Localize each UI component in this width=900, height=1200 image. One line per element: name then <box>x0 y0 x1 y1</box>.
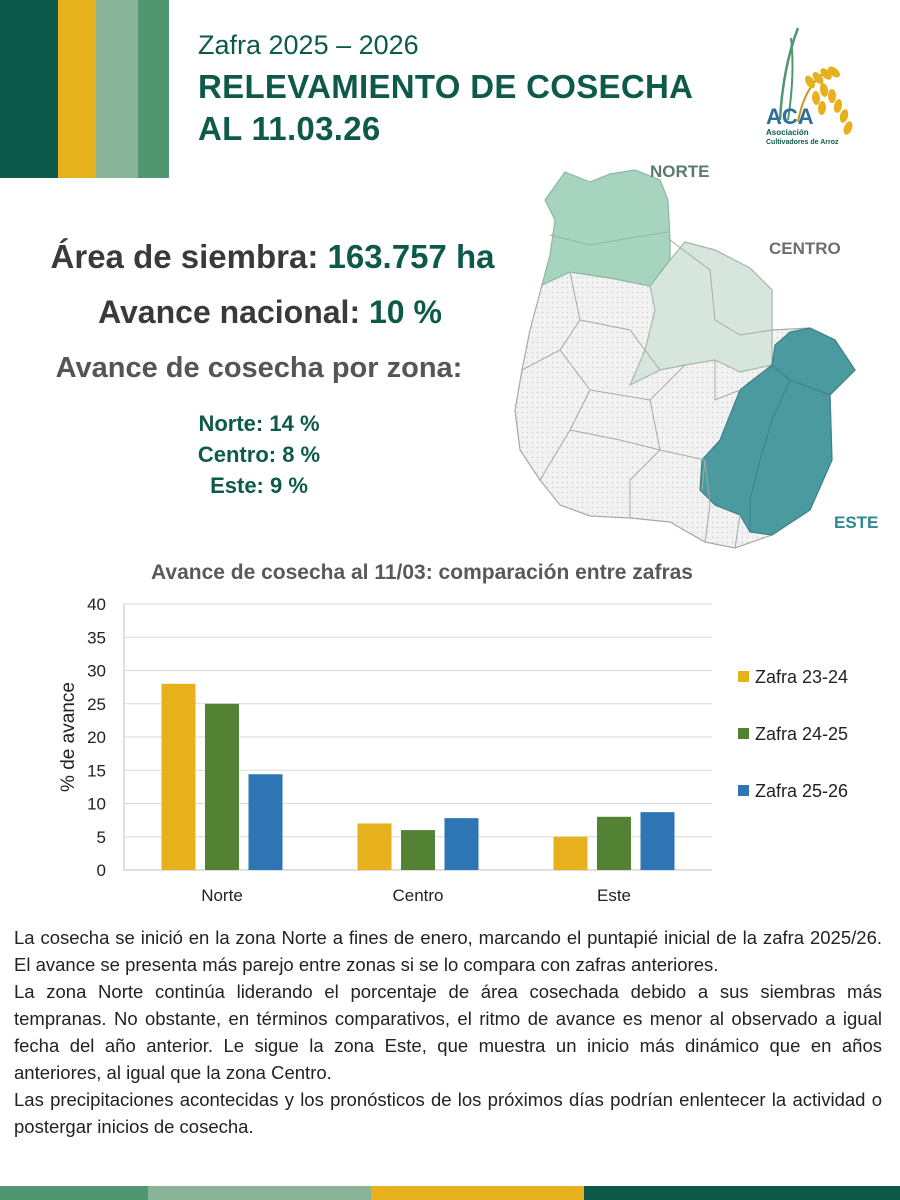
logo-name: ACA <box>766 104 814 129</box>
chart-y-tick-label: 25 <box>87 695 106 714</box>
map-label-este: ESTE <box>834 513 879 532</box>
chart-title: Avance de cosecha al 11/03: comparación … <box>151 561 693 584</box>
avance-value: 10 % <box>368 294 442 330</box>
chart-bar <box>401 830 435 870</box>
header-title: RELEVAMIENTO DE COSECHA AL 11.03.26 <box>198 66 693 150</box>
header-title-line2: AL 11.03.26 <box>198 110 381 147</box>
uruguay-map <box>514 169 856 549</box>
zona-este: Este: 9 % <box>210 473 308 498</box>
chart-y-tick-label: 5 <box>97 828 106 847</box>
chart-legend-label: Zafra 24-25 <box>755 724 848 744</box>
harvest-comparison-chart: Avance de cosecha al 11/03: comparación … <box>58 561 848 905</box>
header-stripe-yellow <box>58 0 96 178</box>
header-stripe-light-green <box>96 0 138 178</box>
chart-bar <box>357 823 392 870</box>
chart-bar <box>553 836 588 870</box>
chart-legend-swatch <box>738 728 749 739</box>
map-label-centro: CENTRO <box>769 239 841 258</box>
chart-legend-label: Zafra 25-26 <box>755 781 848 801</box>
footer-stripe-yellow <box>371 1186 584 1200</box>
area-value: 163.757 ha <box>327 238 495 275</box>
map-region-este <box>699 327 856 536</box>
area-siembra: Área de siembra: 163.757 ha <box>0 238 545 276</box>
footer-stripe-dark-green <box>584 1186 900 1200</box>
body-paragraph-3: Las precipitaciones acontecidas y los pr… <box>14 1089 882 1137</box>
chart-bar <box>640 812 675 870</box>
body-paragraph-1: La cosecha se inició en la zona Norte a … <box>14 927 882 975</box>
chart-bar <box>161 683 196 870</box>
zona-title: Avance de cosecha por zona: <box>55 352 463 384</box>
chart-bar <box>444 818 479 870</box>
chart-x-tick-label: Este <box>597 886 631 905</box>
chart-x-tick-label: Centro <box>392 886 443 905</box>
footer-stripe-light-green <box>148 1186 371 1200</box>
logo-line1: Asociación <box>766 128 809 137</box>
chart-legend-label: Zafra 23-24 <box>755 667 848 687</box>
map-region-norte <box>541 169 671 287</box>
chart-bar <box>597 816 631 870</box>
avance-label: Avance nacional: <box>98 294 361 330</box>
header-stripe-green <box>138 0 169 178</box>
rice-stalk-icon <box>778 27 853 135</box>
chart-y-tick-label: 30 <box>87 662 106 681</box>
map-label-norte: NORTE <box>650 162 710 181</box>
chart-bar <box>248 774 283 870</box>
map-region-centro <box>628 241 773 387</box>
chart-y-tick-label: 0 <box>97 861 106 880</box>
chart-legend: Zafra 23-24 Zafra 24-25 Zafra 25-26 <box>738 667 848 801</box>
chart-y-tick-label: 15 <box>87 761 106 780</box>
chart-x-tick-label: Norte <box>201 886 243 905</box>
avance-nacional: Avance nacional: 10 % <box>0 294 540 331</box>
header-stripe-dark-green <box>0 0 58 178</box>
area-label: Área de siembra: <box>50 238 319 275</box>
chart-x-ticks: Norte Centro Este <box>201 886 631 905</box>
zona-list: Norte: 14 % Centro: 8 % Este: 9 % <box>0 408 518 501</box>
chart-bar <box>205 703 239 870</box>
chart-bars <box>161 683 675 870</box>
chart-y-tick-label: 40 <box>87 595 106 614</box>
aca-logo: ACA Asociación Cultivadores de Arroz <box>766 27 853 146</box>
header-title-line1: RELEVAMIENTO DE COSECHA <box>198 68 694 105</box>
chart-y-tick-label: 20 <box>87 728 106 747</box>
chart-legend-swatch <box>738 671 749 682</box>
chart-y-axis-label: % de avance <box>58 682 79 792</box>
chart-y-tick-label: 35 <box>87 628 106 647</box>
body-paragraph-2: La zona Norte continúa liderando el porc… <box>14 981 882 1083</box>
logo-line2: Cultivadores de Arroz <box>766 139 839 146</box>
chart-y-ticks: 0 5 10 15 20 25 30 35 40 <box>87 595 106 880</box>
chart-y-tick-label: 10 <box>87 795 106 814</box>
footer-stripe-green <box>0 1186 148 1200</box>
header-subtitle: Zafra 2025 – 2026 <box>198 30 419 60</box>
zona-centro: Centro: 8 % <box>197 442 321 467</box>
chart-legend-swatch <box>738 785 749 796</box>
body-text: La cosecha se inició en la zona Norte a … <box>14 924 882 1140</box>
zona-norte: Norte: 14 % <box>198 411 320 436</box>
